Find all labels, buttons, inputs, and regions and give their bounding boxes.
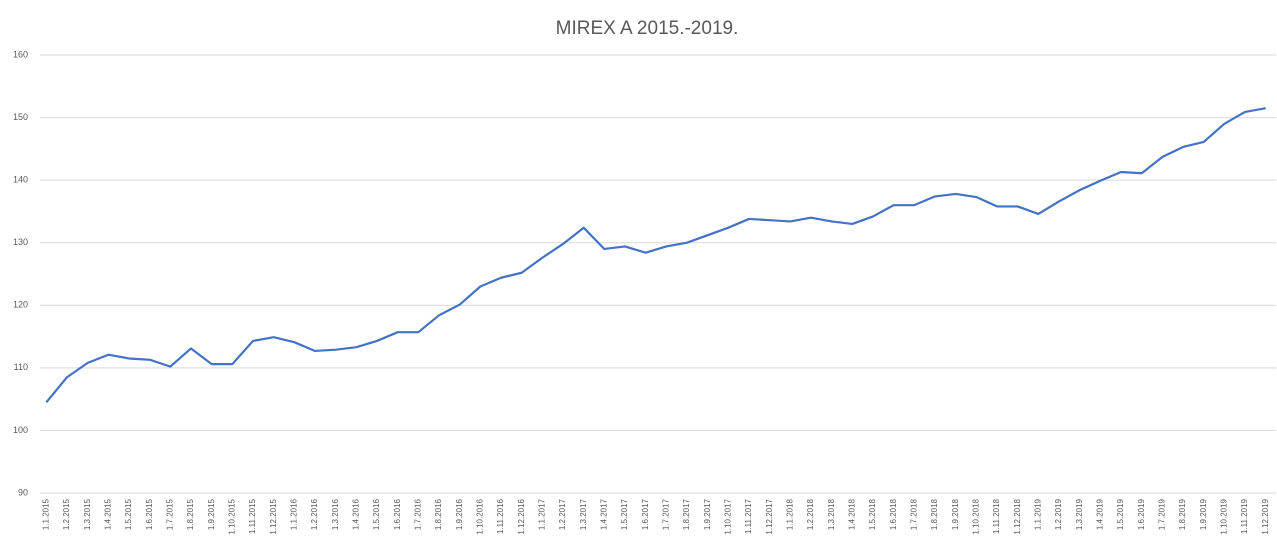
x-tick-label: 1.6.2017 xyxy=(641,498,650,530)
x-tick-label: 1.4.2019 xyxy=(1095,498,1104,530)
x-tick-label: 1.8.2018 xyxy=(930,498,939,530)
x-tick-label: 1.3.2015 xyxy=(83,498,92,530)
x-tick-label: 1.10.2019 xyxy=(1219,498,1228,534)
x-tick-label: 1.8.2015 xyxy=(186,498,195,530)
y-tick-label: 90 xyxy=(18,487,28,497)
x-tick-label: 1.7.2016 xyxy=(413,498,422,530)
x-tick-label: 1.3.2016 xyxy=(331,498,340,530)
x-tick-label: 1.10.2015 xyxy=(227,498,236,534)
x-tick-label: 1.6.2019 xyxy=(1137,498,1146,530)
x-tick-label: 1.12.2018 xyxy=(1013,498,1022,534)
x-tick-label: 1.9.2017 xyxy=(703,498,712,530)
x-tick-label: 1.7.2018 xyxy=(909,498,918,530)
y-tick-label: 140 xyxy=(13,175,28,185)
y-tick-label: 160 xyxy=(13,49,28,59)
x-tick-label: 1.12.2016 xyxy=(517,498,526,534)
x-tick-label: 1.11.2015 xyxy=(248,498,257,534)
x-tick-label: 1.6.2016 xyxy=(393,498,402,530)
x-tick-label: 1.11.2017 xyxy=(744,498,753,534)
x-tick-label: 1.11.2019 xyxy=(1240,498,1249,534)
y-tick-label: 110 xyxy=(14,362,28,372)
x-tick-label: 1.2.2017 xyxy=(558,498,567,530)
x-tick-label: 1.1.2017 xyxy=(537,498,546,530)
x-tick-label: 1.4.2017 xyxy=(599,498,608,530)
x-tick-label: 1.9.2015 xyxy=(207,498,216,530)
y-tick-label: 150 xyxy=(13,112,28,122)
x-tick-label: 1.7.2019 xyxy=(1157,498,1166,530)
x-tick-label: 1.5.2018 xyxy=(868,498,877,530)
x-tick-label: 1.1.2015 xyxy=(41,498,50,530)
x-tick-label: 1.12.2019 xyxy=(1261,498,1270,534)
x-tick-label: 1.10.2018 xyxy=(971,498,980,534)
x-tick-label: 1.5.2015 xyxy=(124,498,133,530)
x-tick-label: 1.1.2018 xyxy=(785,498,794,530)
x-tick-label: 1.2.2015 xyxy=(62,498,71,530)
x-tick-label: 1.11.2016 xyxy=(496,498,505,534)
x-tick-label: 1.8.2016 xyxy=(434,498,443,530)
x-tick-label: 1.9.2019 xyxy=(1199,498,1208,530)
y-tick-label: 120 xyxy=(13,300,28,310)
x-tick-label: 1.6.2015 xyxy=(145,498,154,530)
x-tick-label: 1.8.2017 xyxy=(682,498,691,530)
x-tick-label: 1.12.2017 xyxy=(765,498,774,534)
x-tick-label: 1.3.2017 xyxy=(579,498,588,530)
x-tick-label: 1.5.2017 xyxy=(620,498,629,530)
x-tick-label: 1.7.2017 xyxy=(661,498,670,530)
x-tick-label: 1.9.2016 xyxy=(455,498,464,530)
x-tick-label: 1.4.2015 xyxy=(103,498,112,530)
x-tick-label: 1.3.2018 xyxy=(827,498,836,530)
x-tick-label: 1.1.2016 xyxy=(289,498,298,530)
x-tick-label: 1.5.2016 xyxy=(372,498,381,530)
x-tick-label: 1.2.2016 xyxy=(310,498,319,530)
y-tick-label: 130 xyxy=(13,237,28,247)
x-tick-label: 1.2.2018 xyxy=(806,498,815,530)
x-tick-label: 1.4.2016 xyxy=(351,498,360,530)
x-tick-label: 1.12.2015 xyxy=(269,498,278,534)
x-tick-label: 1.4.2018 xyxy=(847,498,856,530)
x-tick-label: 1.5.2019 xyxy=(1116,498,1125,530)
x-tick-label: 1.10.2016 xyxy=(475,498,484,534)
x-tick-label: 1.11.2018 xyxy=(992,498,1001,534)
x-tick-label: 1.7.2015 xyxy=(165,498,174,530)
x-tick-label: 1.2.2019 xyxy=(1054,498,1063,530)
x-tick-label: 1.8.2019 xyxy=(1178,498,1187,530)
x-tick-label: 1.1.2019 xyxy=(1033,498,1042,530)
y-tick-label: 100 xyxy=(13,425,28,435)
x-tick-label: 1.10.2017 xyxy=(723,498,732,534)
chart-title: MIREX A 2015.-2019. xyxy=(556,18,739,39)
x-tick-label: 1.3.2019 xyxy=(1075,498,1084,530)
x-tick-label: 1.6.2018 xyxy=(889,498,898,530)
x-tick-label: 1.9.2018 xyxy=(951,498,960,530)
data-line xyxy=(45,107,1266,403)
